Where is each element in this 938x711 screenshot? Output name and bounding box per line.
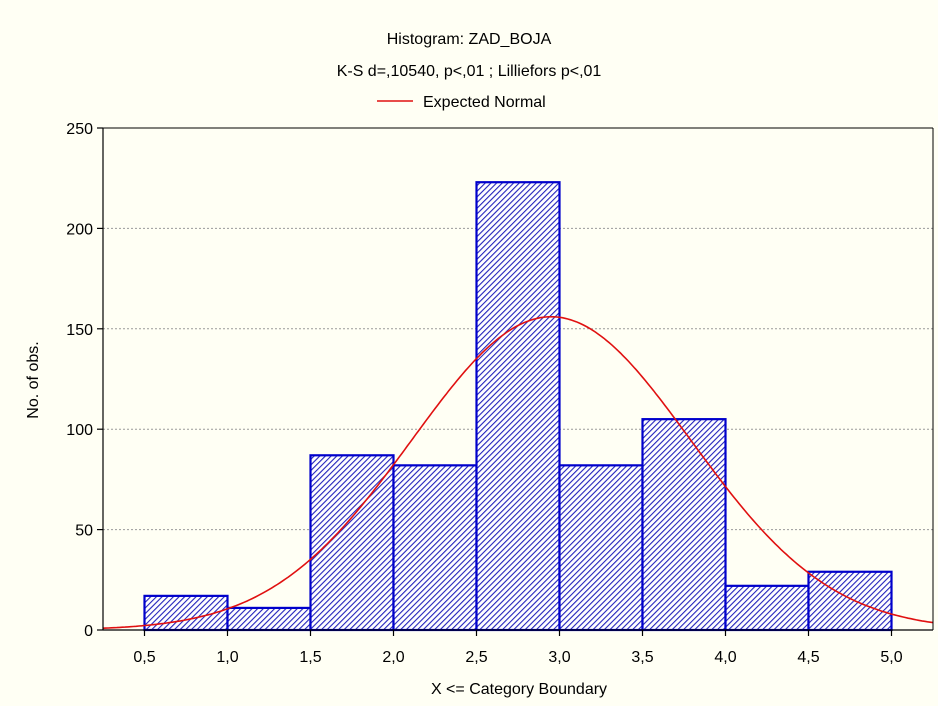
y-axis-label: No. of obs. (25, 341, 42, 418)
x-tick-label: 0,5 (133, 649, 155, 666)
y-tick-label: 200 (66, 221, 93, 238)
x-tick-label: 4,5 (797, 649, 819, 666)
y-tick-label: 150 (66, 322, 93, 339)
chart-title: Histogram: ZAD_BOJA (387, 31, 552, 48)
legend-label-expected-normal: Expected Normal (423, 94, 546, 111)
expected-normal-curve (102, 315, 934, 629)
histogram-bar (641, 418, 727, 632)
x-tick-label: 1,0 (216, 649, 238, 666)
y-tick-label: 0 (84, 623, 93, 640)
x-tick-label: 2,5 (465, 649, 487, 666)
histogram-bar (807, 570, 893, 632)
chart-subtitle: K-S d=,10540, p<,01 ; Lilliefors p<,01 (337, 63, 602, 80)
histogram-bar (309, 454, 395, 632)
y-tick-label: 250 (66, 121, 93, 138)
x-tick-label: 1,5 (299, 649, 321, 666)
x-axis-label: X <= Category Boundary (431, 681, 607, 698)
histogram-bar (226, 606, 312, 632)
x-tick-label: 5,0 (880, 649, 902, 666)
histogram-bar (558, 464, 644, 632)
x-tick-label: 4,0 (714, 649, 736, 666)
x-tick-label: 3,5 (631, 649, 653, 666)
x-tick-label: 3,0 (548, 649, 570, 666)
histogram-bar (724, 584, 810, 632)
tick-labels: 0 50 100 150 200 250 0,5 1,0 1,5 2,0 2,5 3,0 3,5 4,0 4… (66, 121, 902, 666)
histogram-bar (475, 181, 561, 632)
axes (102, 127, 934, 631)
legend: Expected Normal (377, 94, 546, 111)
histogram-bar (392, 464, 478, 632)
y-tick-label: 50 (75, 523, 93, 540)
expected-normal-line (102, 315, 934, 629)
histogram-bars (143, 181, 893, 632)
y-tick-label: 100 (66, 422, 93, 439)
x-tick-label: 2,0 (382, 649, 404, 666)
